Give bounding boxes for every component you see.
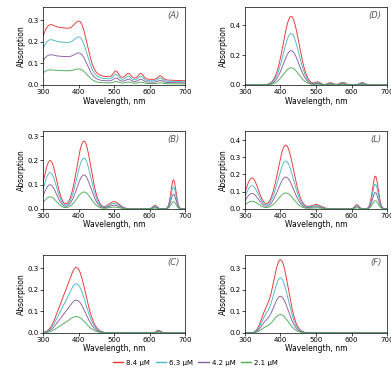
Text: (F): (F) [370, 258, 381, 267]
Y-axis label: Absorption: Absorption [219, 273, 228, 315]
Text: (D): (D) [368, 10, 381, 19]
X-axis label: Wavelength, nm: Wavelength, nm [83, 96, 145, 105]
Text: (A): (A) [167, 10, 179, 19]
X-axis label: Wavelength, nm: Wavelength, nm [285, 344, 347, 353]
X-axis label: Wavelength, nm: Wavelength, nm [285, 96, 347, 105]
X-axis label: Wavelength, nm: Wavelength, nm [285, 220, 347, 230]
Y-axis label: Absorption: Absorption [219, 25, 228, 67]
Text: (C): (C) [167, 258, 179, 267]
X-axis label: Wavelength, nm: Wavelength, nm [83, 344, 145, 353]
Y-axis label: Absorption: Absorption [17, 273, 26, 315]
Y-axis label: Absorption: Absorption [17, 149, 26, 191]
Text: (B): (B) [167, 135, 179, 144]
Y-axis label: Absorption: Absorption [17, 25, 26, 67]
Text: (L): (L) [370, 135, 381, 144]
X-axis label: Wavelength, nm: Wavelength, nm [83, 220, 145, 230]
Legend: 8.4 μM, 6.3 μM, 4.2 μM, 2.1 μM: 8.4 μM, 6.3 μM, 4.2 μM, 2.1 μM [110, 357, 281, 369]
Y-axis label: Absorption: Absorption [219, 149, 228, 191]
